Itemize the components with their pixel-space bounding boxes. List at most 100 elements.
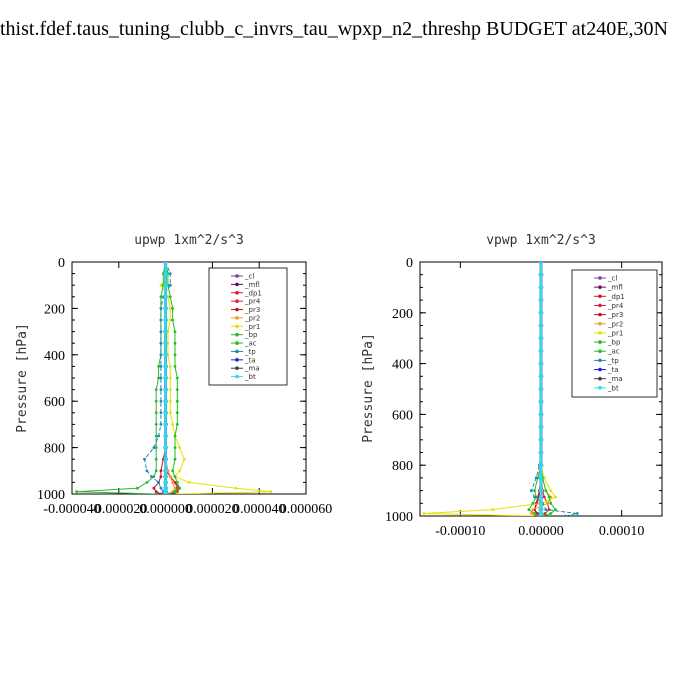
data-point: [159, 469, 163, 473]
legend-label: _pr2: [244, 314, 260, 322]
y-axis-label: Pressure [hPa]: [15, 323, 30, 433]
data-point: [538, 336, 544, 341]
data-point: [538, 348, 544, 354]
data-point: [171, 423, 175, 426]
legend-marker: [235, 324, 239, 329]
data-point: [168, 307, 172, 310]
data-point: [157, 481, 161, 484]
data-point: [159, 486, 163, 490]
data-point: [163, 283, 168, 288]
data-point: [168, 283, 172, 287]
data-point: [171, 318, 175, 322]
data-point: [544, 489, 548, 492]
data-point: [159, 341, 163, 345]
data-point: [538, 488, 544, 493]
data-point: [529, 512, 533, 515]
legend-marker: [235, 282, 239, 287]
y-tick-label: 0: [58, 256, 65, 271]
panel-title: upwp 1xm^2/s^3: [134, 233, 244, 248]
y-axis-label: Pressure [hPa]: [361, 333, 376, 443]
chart-panel-1: upwp 1xm^2/s^3 Pressure [hPa] 0 200 400 600 80…: [15, 233, 332, 517]
data-point: [173, 475, 177, 478]
data-point: [154, 434, 158, 438]
data-point: [538, 450, 544, 455]
figure-title: thist.fdef.taus_tuning_clubb_c_invrs_tau…: [0, 18, 668, 40]
data-point: [549, 489, 553, 492]
y-tick-label: 400: [44, 349, 65, 364]
legend-label: _bt: [607, 384, 619, 392]
legend-marker: [598, 303, 602, 308]
data-point: [533, 489, 536, 492]
data-point: [549, 512, 553, 515]
data-point: [163, 387, 168, 392]
legend-label: _cl: [607, 275, 617, 283]
legend-marker: [598, 312, 602, 317]
legend-marker: [235, 290, 239, 295]
data-point: [538, 386, 544, 392]
data-point: [175, 411, 179, 415]
data-point: [168, 475, 172, 478]
data-point: [544, 508, 548, 511]
data-point: [163, 341, 168, 346]
chart-panel-2: vpwp 1xm^2/s^3 Pressure [hPa] 0 200 400 600 80…: [361, 233, 663, 539]
data-point: [422, 512, 426, 515]
data-point: [175, 423, 179, 426]
data-point: [538, 399, 544, 404]
data-point: [538, 272, 544, 277]
data-point: [543, 512, 547, 515]
y-tick-label: 600: [44, 395, 65, 410]
data-point: [538, 507, 544, 512]
data-point: [533, 495, 536, 499]
data-point: [538, 297, 544, 303]
y-tick-label: 0: [406, 256, 413, 271]
series-line-bp: [76, 262, 167, 494]
data-point: [173, 330, 177, 333]
data-point: [159, 365, 163, 368]
data-point: [154, 446, 158, 449]
data-point: [154, 469, 158, 473]
legend: _cl_mfl_dp1_pr4_pr3_pr2_pr1_bp_ac_tp_ta_…: [208, 267, 288, 386]
series-line-pr1: [160, 262, 271, 494]
series-group: [75, 262, 273, 494]
x-tick-label: 0.000040: [233, 502, 286, 517]
data-point: [168, 376, 172, 380]
data-point: [175, 481, 179, 484]
data-point: [175, 492, 179, 494]
legend-label: _tp: [607, 357, 619, 365]
panel-title: vpwp 1xm^2/s^3: [486, 233, 596, 248]
data-point: [171, 469, 175, 473]
legend-label: _bt: [244, 373, 256, 381]
x-tick-label: -0.00010: [435, 524, 485, 539]
data-point: [175, 388, 179, 391]
y-tick-label: 800: [44, 442, 65, 457]
data-point: [173, 353, 177, 357]
data-point: [163, 457, 168, 462]
data-point: [163, 410, 168, 415]
data-point: [159, 330, 163, 333]
legend-label: _ma: [244, 365, 260, 373]
legend-marker: [235, 374, 239, 379]
data-point: [75, 490, 79, 494]
data-point: [173, 486, 177, 490]
data-point: [178, 469, 182, 473]
legend-label: _mfl: [607, 284, 623, 292]
y-tick-label: 1000: [385, 510, 413, 525]
data-point: [269, 490, 273, 494]
x-tick-label: 0.000060: [280, 502, 333, 517]
data-point: [157, 376, 161, 380]
data-point: [175, 399, 179, 403]
legend-marker: [235, 307, 239, 312]
legend-marker: [235, 299, 239, 303]
x-tick-label: 0.000000: [139, 502, 192, 517]
data-point: [163, 375, 168, 381]
data-point: [527, 508, 531, 511]
y-tick-label: 1000: [37, 488, 65, 503]
data-point: [491, 508, 494, 511]
legend-marker: [235, 316, 239, 320]
data-point: [187, 481, 191, 484]
data-point: [159, 307, 163, 310]
data-point: [182, 457, 186, 461]
legend-label: _pr2: [607, 320, 623, 328]
data-point: [538, 475, 544, 481]
